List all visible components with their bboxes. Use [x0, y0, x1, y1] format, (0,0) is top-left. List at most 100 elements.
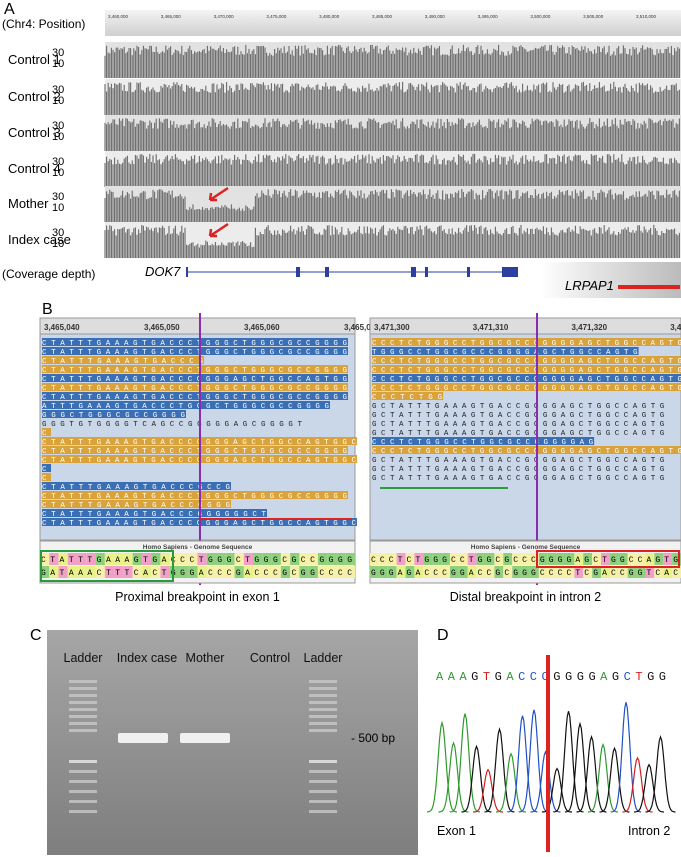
base-cell	[449, 553, 459, 565]
base-cell	[645, 566, 655, 578]
depth-tick-label: 10	[52, 167, 64, 179]
ladder-band	[309, 715, 337, 718]
read-seq: GCTATTTGAAAGTGACCGGGGAGCTGGCCAGTG	[372, 412, 665, 420]
base-cell	[512, 553, 522, 565]
trace-peak	[633, 763, 665, 813]
base-cell	[67, 566, 78, 578]
read-seq: GCTATTTGAAAGTGACCGGGGAGCTGGCCAGTG	[372, 421, 665, 429]
region-label: Intron 2	[628, 824, 670, 838]
coverage-texture	[104, 153, 680, 187]
pcr-band	[180, 733, 230, 743]
read	[42, 374, 348, 382]
base-cell	[77, 553, 87, 565]
trace-peak	[495, 752, 527, 813]
base-cell	[345, 553, 355, 565]
read-seq: GCTATTTGAAAGTGACCGGGGAGCTGGCCAGTG	[372, 475, 665, 483]
base-cell	[441, 566, 450, 578]
depth-tick-label: 10	[52, 95, 64, 107]
exon	[186, 267, 188, 277]
ladder-band	[69, 790, 97, 793]
base-cell	[234, 566, 244, 578]
base-cell	[216, 566, 226, 578]
track-name: Mother	[8, 196, 49, 211]
base-cell	[387, 566, 397, 578]
read-seq: CCCTCTGGGCCTGGCGCCCGGGGAGCTGGCCAGTG	[372, 358, 681, 366]
read	[372, 356, 681, 364]
base-cell	[627, 566, 637, 578]
base-cell	[308, 553, 318, 565]
exon	[296, 267, 300, 277]
depth-tick-label: 30	[52, 84, 64, 96]
read-seq: CTATTTGAAAGTGACCCGCCG	[42, 484, 230, 492]
base-cell	[494, 553, 504, 565]
pcr-band	[118, 733, 168, 743]
read	[372, 338, 681, 346]
coord-bar	[39, 317, 356, 335]
ladder-band	[69, 760, 97, 763]
read	[42, 446, 348, 454]
ladder-band	[69, 810, 97, 813]
base-cell	[672, 566, 681, 578]
read	[42, 491, 348, 499]
base-cell	[160, 553, 170, 565]
base-cell	[141, 566, 152, 578]
coverage-texture	[104, 81, 680, 115]
base-cell	[49, 553, 59, 565]
lane-label: Ladder	[64, 651, 103, 665]
coord-label: 3,465,060	[244, 323, 280, 332]
track-name: Control 3	[8, 125, 61, 140]
read-seq: CCCTCTGGGCCTGGCGCCCGGGGAGCTGGCCAGTG	[372, 376, 681, 384]
read	[42, 500, 231, 508]
gene-track-end	[540, 262, 681, 298]
panel-label: B	[42, 301, 53, 318]
base-cell	[58, 566, 68, 578]
genome-title: Homo Sapiens - Genome Sequence	[143, 544, 253, 551]
ladder-band	[69, 701, 97, 704]
ladder-band	[309, 694, 337, 697]
trace-peak	[599, 746, 630, 813]
ladder-band	[309, 708, 337, 711]
read-seq: C	[42, 475, 47, 483]
base-cell	[327, 553, 337, 565]
base-cell	[592, 566, 602, 578]
ruler-tick-label: 3,500,000	[530, 14, 551, 19]
base-cell	[601, 553, 610, 565]
read	[372, 437, 595, 445]
base-cell	[206, 566, 217, 578]
arrow	[208, 222, 229, 238]
depth-tick-label: 30	[52, 191, 64, 203]
base-cell	[58, 553, 68, 565]
base-cell	[485, 566, 495, 578]
base-cell	[169, 566, 179, 578]
trace-peak	[552, 711, 584, 813]
base-cell	[151, 566, 161, 578]
base-cell	[262, 553, 272, 565]
trace-peak	[449, 713, 481, 813]
base-cell	[574, 566, 584, 578]
base-cell	[441, 553, 450, 565]
base-cell	[609, 566, 619, 578]
base-cell	[503, 566, 513, 578]
track-name: Control 1	[8, 52, 61, 67]
ladder-band	[309, 701, 337, 704]
base-cell	[77, 566, 87, 578]
base-cell	[547, 553, 557, 565]
ladder-band	[309, 810, 337, 813]
read	[42, 401, 330, 409]
read-seq: CCCTCTGGGCCTGGCGCCCGGGGAGCTGGCCAGTG	[372, 367, 681, 375]
base-cell	[40, 553, 50, 565]
read	[42, 383, 348, 391]
base-cell	[565, 566, 575, 578]
base-cell	[188, 553, 198, 565]
read-seq: CTATTTGAAAGTGACCCGGGGGGCT	[42, 511, 266, 519]
ladder-band	[69, 715, 97, 718]
depth-tick-label: 10	[52, 58, 64, 70]
coverage-texture	[104, 44, 680, 78]
read-seq: CCCTCTGGGCCTGGCGCCCGGGGAGCTGGCCAGTG	[372, 448, 681, 456]
position-label: (Chr4: Position)	[2, 17, 85, 31]
base-cell	[396, 566, 406, 578]
depth-tick-label: 30	[52, 120, 64, 132]
base-cell	[423, 566, 433, 578]
